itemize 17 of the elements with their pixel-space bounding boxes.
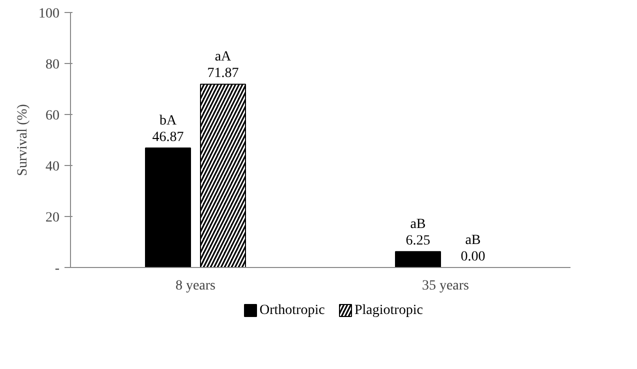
data-label: bA 46.87 [152, 113, 184, 145]
x-tick-label: 8 years [175, 278, 216, 294]
y-tick-label: 100 [38, 6, 60, 22]
legend-label: Orthotropic [260, 303, 325, 318]
y-tick-label: 60 [46, 108, 60, 124]
data-label: aA 71.87 [207, 50, 239, 82]
bar [145, 147, 191, 268]
data-label: aB 0.00 [460, 233, 486, 264]
legend-label: Plagiotropic [354, 303, 423, 318]
y-tick-label: 20 [46, 210, 60, 226]
x-tick-label: 35 years [422, 278, 470, 294]
y-tick-label: 80 [46, 58, 60, 72]
bar [395, 251, 441, 268]
y-tick-label: 40 [46, 160, 60, 174]
data-label: aB 6.25 [406, 217, 430, 249]
y-tick-label: - [54, 262, 60, 276]
y-axis-title: Survival (%) [16, 104, 30, 176]
